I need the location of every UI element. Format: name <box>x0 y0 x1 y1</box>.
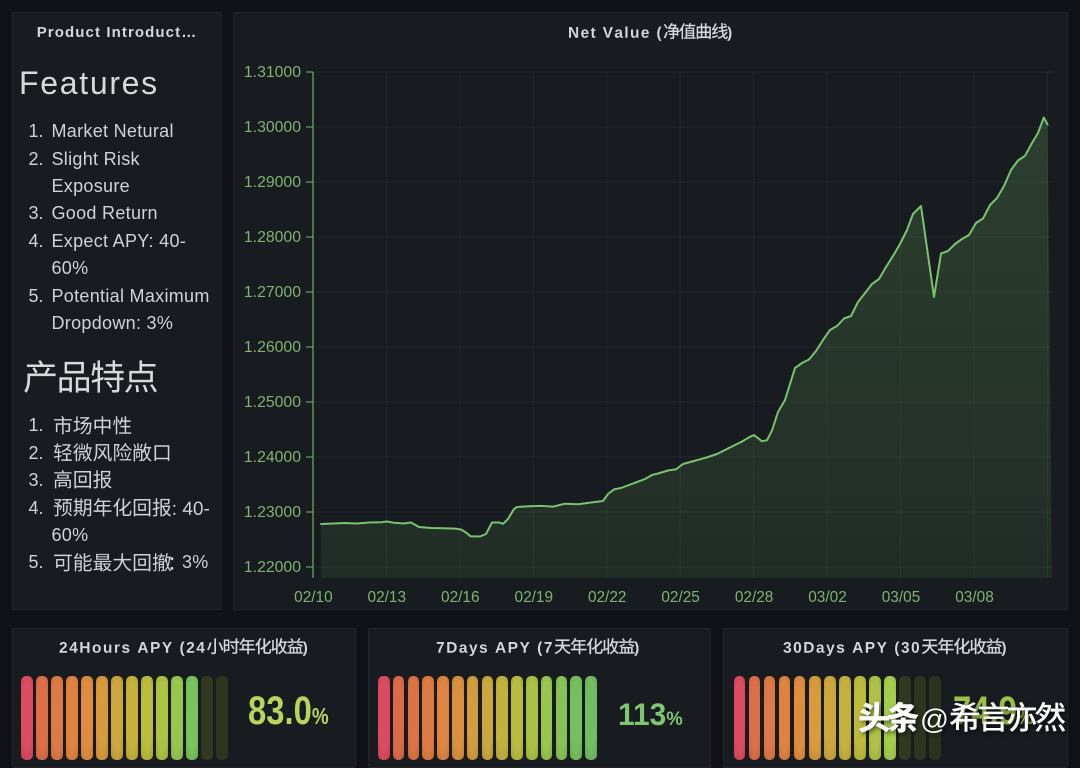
svg-text:1.29000: 1.29000 <box>244 174 301 191</box>
svg-text:02/10: 02/10 <box>294 589 333 606</box>
svg-text:02/25: 02/25 <box>661 589 700 606</box>
svg-text:1.26000: 1.26000 <box>244 339 301 356</box>
svg-text:1.22000: 1.22000 <box>244 559 301 576</box>
svg-text:03/08: 03/08 <box>955 589 994 606</box>
svg-text:03/05: 03/05 <box>882 589 921 606</box>
svg-text:02/13: 02/13 <box>368 589 407 606</box>
svg-text:1.30000: 1.30000 <box>244 119 301 136</box>
svg-text:1.28000: 1.28000 <box>244 229 301 246</box>
svg-text:1.25000: 1.25000 <box>244 394 301 411</box>
svg-text:1.23000: 1.23000 <box>244 504 301 521</box>
svg-text:1.27000: 1.27000 <box>244 284 301 301</box>
svg-text:1.31000: 1.31000 <box>244 64 301 81</box>
svg-text:03/02: 03/02 <box>808 589 847 606</box>
svg-text:02/16: 02/16 <box>441 589 480 606</box>
svg-text:02/22: 02/22 <box>588 589 627 606</box>
svg-text:02/19: 02/19 <box>515 589 554 606</box>
svg-text:1.24000: 1.24000 <box>244 449 301 466</box>
svg-text:02/28: 02/28 <box>735 589 774 606</box>
